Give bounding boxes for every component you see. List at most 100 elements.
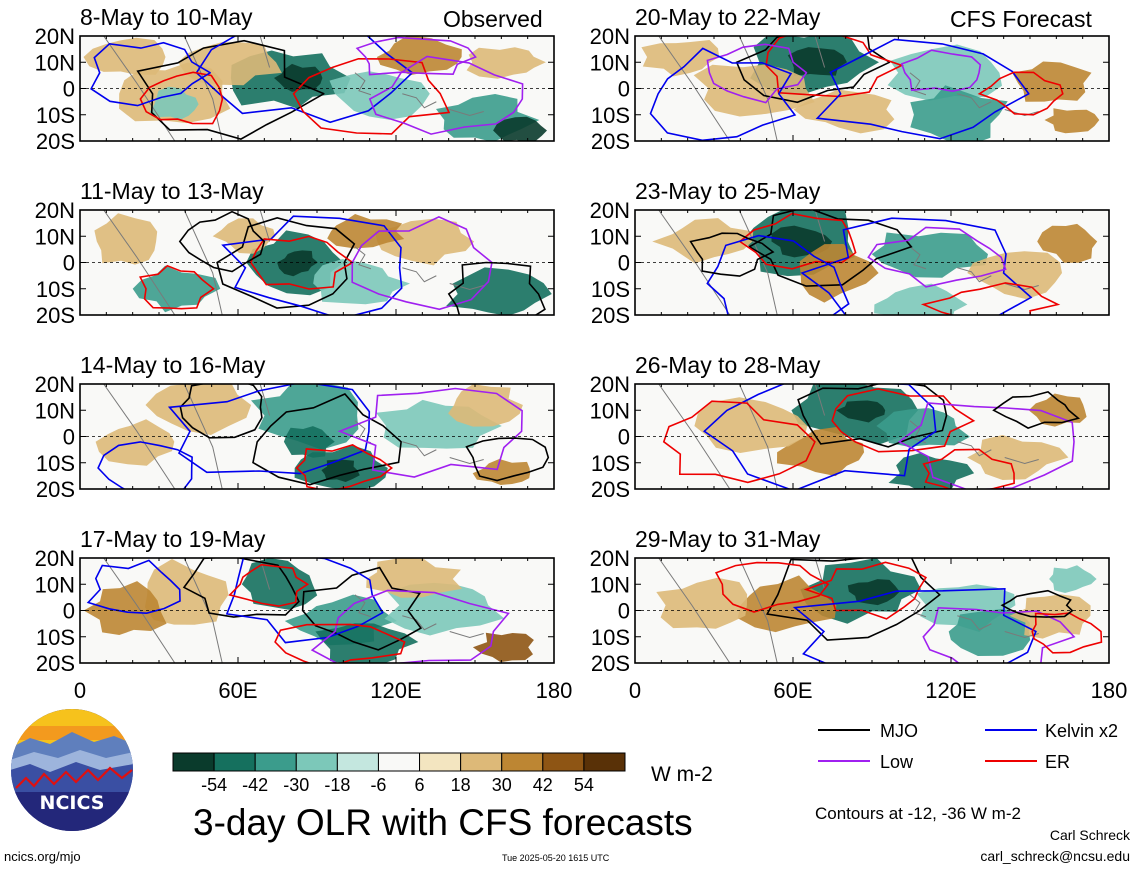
- wave-contour: [310, 589, 510, 663]
- y-tick-label: 20S: [591, 477, 630, 502]
- olr-shading: [327, 214, 405, 249]
- olr-shading: [329, 71, 430, 120]
- colorbar-segment: [583, 752, 626, 772]
- colorbar-segment: [336, 752, 379, 772]
- wave-contour: [815, 38, 1030, 140]
- panel-title: 26-May to 28-May: [635, 352, 821, 378]
- y-tick-label: 10N: [35, 50, 75, 75]
- colorbar-segment: [295, 752, 338, 772]
- olr-shading: [656, 577, 748, 629]
- wave-contour: [920, 282, 1061, 315]
- olr-shading: [1044, 108, 1100, 134]
- colorbar-segment: [213, 752, 256, 772]
- colorbar-segment: [501, 752, 544, 772]
- panel-title: 20-May to 22-May: [635, 4, 821, 30]
- olr-shading: [874, 283, 968, 315]
- olr-panel: [80, 384, 554, 489]
- legend-label-mjo: MJO: [880, 721, 918, 741]
- colorbar-segment: [542, 752, 585, 772]
- olr-shading: [376, 36, 462, 76]
- legend-label-kelvin: Kelvin x2: [1045, 721, 1119, 741]
- wave-contour: [765, 36, 904, 98]
- x-tick-label: 60E: [773, 678, 812, 703]
- olr-shading: [448, 384, 523, 427]
- y-tick-label: 0: [63, 77, 75, 102]
- wave-contour: [703, 384, 937, 489]
- colorbar-segment: [419, 752, 462, 772]
- olr-shading: [83, 581, 167, 635]
- olr-shading: [793, 89, 895, 134]
- olr-shading: [948, 609, 1031, 656]
- olr-shading: [493, 116, 547, 141]
- colorbar-tick-label: 30: [492, 775, 512, 795]
- olr-shading: [277, 250, 318, 277]
- olr-shading: [94, 213, 158, 265]
- wave-contour: [867, 226, 1007, 288]
- wave-contour: [977, 71, 1064, 116]
- wave-contour: [1031, 612, 1103, 654]
- wave-contour: [689, 232, 775, 277]
- olr-shading: [366, 558, 463, 598]
- wave-contour: [900, 49, 982, 93]
- wave-contour: [228, 563, 310, 607]
- y-tick-label: 20S: [591, 303, 630, 328]
- y-tick-label: 20S: [36, 477, 75, 502]
- wave-contour: [831, 388, 976, 453]
- wave-contour: [355, 36, 477, 76]
- colorbar-tick-label: -18: [324, 775, 350, 795]
- olr-shading: [1037, 223, 1098, 263]
- colorbar-segment: [377, 752, 421, 772]
- olr-shading: [1049, 565, 1097, 593]
- wave-contour: [706, 43, 808, 104]
- colorbar-segment: [460, 752, 503, 772]
- y-tick-label: 20N: [590, 198, 630, 223]
- wave-contour: [922, 448, 1015, 489]
- wave-contour: [139, 71, 224, 125]
- olr-shading: [641, 40, 720, 77]
- olr-shading: [321, 459, 360, 482]
- y-tick-label: 20N: [590, 24, 630, 49]
- wave-contour: [800, 217, 1033, 315]
- coastline: [354, 594, 484, 639]
- footer-url[interactable]: ncics.org/mjo: [4, 849, 81, 864]
- y-tick-label: 0: [618, 77, 630, 102]
- colorbar-tick-label: 54: [574, 775, 594, 795]
- legend-label-er: ER: [1045, 752, 1071, 772]
- footer-email[interactable]: carl_schreck@ncsu.edu: [980, 848, 1130, 864]
- wave-contour: [792, 587, 1037, 663]
- wave-contour: [86, 559, 181, 615]
- olr-shading: [145, 384, 252, 435]
- olr-shading: [446, 267, 552, 315]
- y-tick-label: 20N: [590, 372, 630, 397]
- coastline: [103, 210, 271, 315]
- y-tick-label: 10N: [590, 50, 630, 75]
- coastline: [658, 210, 826, 315]
- colorbar-tick-label: 18: [451, 775, 471, 795]
- x-tick-label: 120E: [370, 678, 421, 703]
- y-tick-label: 10S: [591, 451, 630, 476]
- wave-contour: [649, 47, 797, 141]
- y-tick-label: 20N: [35, 198, 75, 223]
- y-tick-label: 0: [618, 599, 630, 624]
- olr-panel: [635, 558, 1109, 663]
- y-tick-label: 10N: [35, 398, 75, 423]
- coastline: [909, 420, 1039, 465]
- footer-author: Carl Schreck: [1049, 827, 1130, 843]
- y-tick-label: 10N: [35, 224, 75, 249]
- x-tick-label: 120E: [925, 678, 976, 703]
- wave-contour: [179, 384, 263, 439]
- olr-shading: [967, 251, 1062, 300]
- olr-shading: [693, 64, 815, 117]
- panel-title: 8-May to 10-May: [80, 4, 253, 30]
- colorbar-unit: W m-2: [651, 763, 713, 786]
- y-tick-label: 20N: [35, 24, 75, 49]
- x-tick-label: 180: [536, 678, 573, 703]
- wave-contour: [747, 210, 913, 287]
- x-tick-label: 0: [629, 678, 641, 703]
- olr-shading: [694, 397, 808, 453]
- olr-shading: [871, 232, 988, 278]
- wave-contour: [992, 391, 1081, 429]
- y-tick-label: 0: [618, 425, 630, 450]
- y-tick-label: 0: [63, 425, 75, 450]
